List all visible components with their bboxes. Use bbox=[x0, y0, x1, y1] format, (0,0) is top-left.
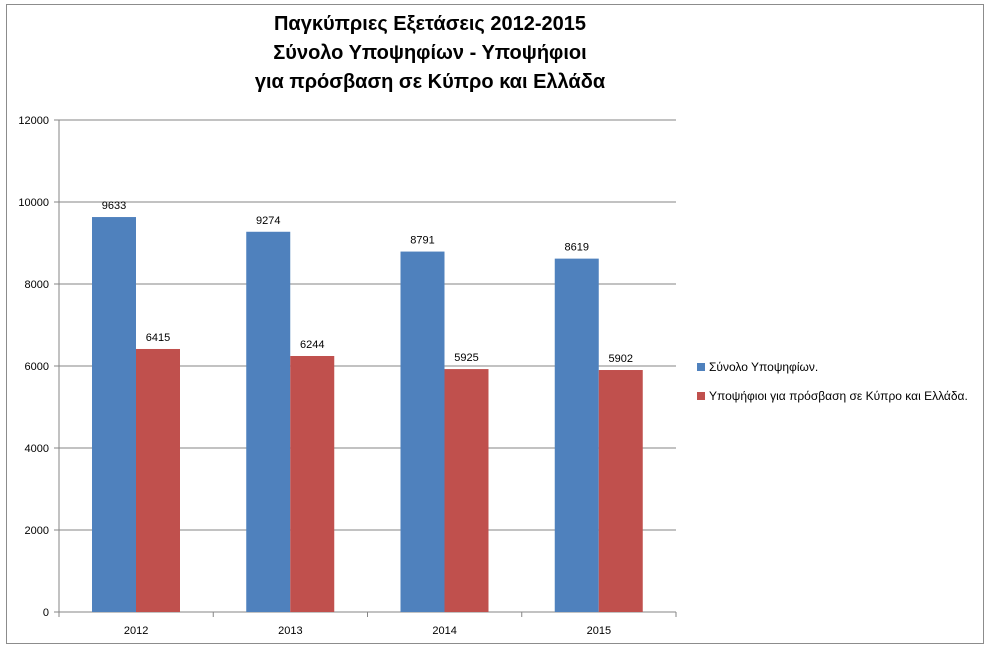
x-tick-label: 2012 bbox=[124, 625, 148, 637]
legend-label-access: Υποψήφιοι για πρόσβαση σε Κύπρο και Ελλά… bbox=[709, 388, 968, 403]
y-tick-label: 10000 bbox=[18, 197, 49, 209]
data-label: 8791 bbox=[410, 235, 434, 247]
x-tick-label: 2014 bbox=[432, 625, 456, 637]
bar-total bbox=[400, 251, 445, 612]
chart-title-line-2: Σύνολο Υποψηφίων - Υποψήφιοι bbox=[273, 42, 587, 64]
y-tick-label: 4000 bbox=[25, 443, 49, 455]
data-label: 9633 bbox=[102, 200, 126, 212]
data-label: 5925 bbox=[454, 352, 478, 364]
legend-item-access: Υποψήφιοι για πρόσβαση σε Κύπρο και Ελλά… bbox=[697, 381, 982, 410]
bar-access bbox=[598, 370, 643, 612]
data-label: 6244 bbox=[300, 339, 324, 351]
data-label: 6415 bbox=[146, 332, 170, 344]
chart-title-line-1: Παγκύπριες Εξετάσεις 2012-2015 bbox=[273, 13, 587, 35]
y-tick-label: 0 bbox=[43, 607, 49, 619]
x-tick-label: 2013 bbox=[278, 625, 302, 637]
legend-swatch-total bbox=[697, 362, 705, 371]
x-tick-label: 2015 bbox=[587, 625, 611, 637]
y-tick-label: 2000 bbox=[25, 525, 49, 537]
data-label: 5902 bbox=[609, 353, 633, 365]
bar-total bbox=[92, 217, 136, 612]
legend-item-total: Σύνολο Υποψηφίων. bbox=[697, 352, 982, 381]
data-label: 9274 bbox=[256, 215, 280, 227]
y-tick-label: 6000 bbox=[25, 361, 49, 373]
y-tick-label: 8000 bbox=[25, 279, 49, 291]
chart-title: Παγκύπριες Εξετάσεις 2012-2015 Σύνολο Υπ… bbox=[140, 10, 720, 97]
bar-access bbox=[136, 348, 180, 612]
y-tick-label: 12000 bbox=[18, 115, 49, 127]
legend: Σύνολο Υποψηφίων. Υποψήφιοι για πρόσβαση… bbox=[697, 352, 982, 410]
legend-label-total: Σύνολο Υποψηφίων. bbox=[709, 359, 819, 374]
bar-total bbox=[554, 258, 599, 612]
bar-access bbox=[290, 355, 335, 612]
chart-title-line-3: για πρόσβαση σε Κύπρο και Ελλάδα bbox=[254, 71, 606, 93]
bar-total bbox=[246, 231, 291, 613]
data-label: 8619 bbox=[565, 242, 589, 254]
legend-swatch-access bbox=[697, 391, 705, 400]
bar-access bbox=[444, 369, 489, 612]
